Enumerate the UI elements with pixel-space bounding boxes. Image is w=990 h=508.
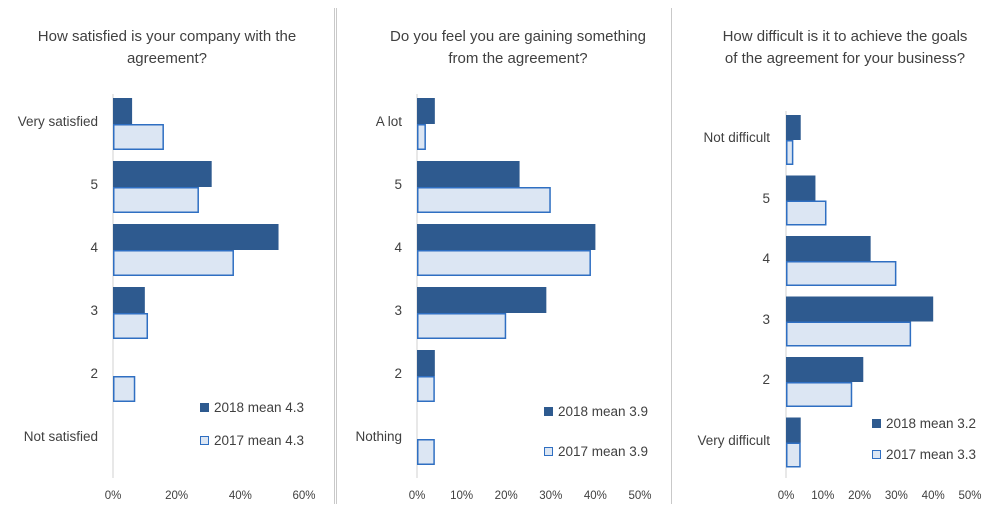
category-label: 3: [762, 311, 770, 327]
category-label: Nothing: [355, 429, 402, 444]
bar-2017: [786, 200, 827, 226]
x-tick-label: 10%: [450, 490, 474, 502]
x-tick-label: 20%: [848, 490, 872, 502]
bar-2017: [786, 321, 912, 347]
category-label: 4: [762, 251, 770, 266]
x-tick-label: 30%: [539, 490, 563, 502]
bar-2018: [113, 224, 279, 250]
bar-2018: [786, 357, 864, 382]
x-tick-label: 40%: [921, 490, 945, 502]
bar-2017: [786, 382, 853, 407]
bar-2017: [417, 439, 435, 465]
legend-label: 2018 mean 3.2: [886, 416, 977, 431]
bar-2018: [113, 161, 212, 187]
panel-divider: [334, 8, 335, 504]
legend-swatch-2017: [200, 436, 209, 445]
x-tick-label: 30%: [884, 490, 908, 502]
bar-2017: [417, 313, 507, 339]
legend-swatch-2018: [872, 419, 881, 428]
bar-2018: [786, 417, 801, 443]
category-label: 2: [394, 366, 402, 381]
x-tick-label: 0%: [104, 490, 122, 502]
legend-label: 2018 mean 4.3: [214, 400, 305, 415]
bar-2017: [113, 187, 199, 213]
x-tick-label: 50%: [958, 490, 982, 502]
legend-item: 2017 mean 3.3: [872, 447, 976, 462]
bar-2017: [417, 124, 426, 150]
bar-2018: [417, 98, 435, 124]
bar-2017: [786, 140, 794, 165]
category-label: 3: [394, 303, 402, 318]
category-label: Not satisfied: [23, 429, 98, 444]
category-label: Very difficult: [697, 432, 770, 448]
bar-2017: [113, 250, 234, 276]
category-label: Not difficult: [703, 130, 770, 145]
bar-2017: [417, 376, 435, 402]
bar-2017: [786, 442, 801, 468]
x-tick-label: 60%: [292, 490, 316, 502]
panel-divider: [671, 8, 672, 504]
chart-title: Do you feel you are gaining something fr…: [390, 28, 646, 67]
chart-title: How satisfied is your company with the a…: [37, 28, 297, 67]
legend-label: 2017 mean 4.3: [214, 433, 305, 448]
bar-2017: [113, 313, 149, 339]
bar-2018: [417, 161, 520, 187]
bar-2018: [113, 98, 133, 124]
x-tick-label: 20%: [165, 490, 189, 502]
category-label: A lot: [375, 114, 402, 129]
legend-label: 2018 mean 3.9: [558, 404, 649, 419]
bar-2017: [113, 124, 164, 150]
category-label: 3: [90, 303, 98, 318]
legend-label: 2017 mean 3.3: [886, 447, 977, 462]
category-label: 4: [90, 240, 98, 255]
bar-2018: [417, 224, 596, 250]
x-tick-label: 50%: [628, 490, 652, 502]
category-label: 4: [394, 240, 402, 255]
x-tick-label: 0%: [408, 490, 426, 502]
x-tick-label: 10%: [811, 490, 835, 502]
category-label: 5: [394, 177, 402, 192]
legend-item: 2017 mean 3.9: [544, 444, 648, 459]
bar-2018: [786, 296, 934, 322]
x-tick-label: 40%: [228, 490, 252, 502]
bar-2018: [417, 287, 547, 313]
x-tick-label: 0%: [777, 490, 795, 502]
category-label: 5: [90, 177, 98, 192]
legend-label: 2017 mean 3.9: [558, 444, 649, 459]
x-tick-label: 40%: [583, 490, 607, 502]
bar-2018: [786, 175, 816, 201]
legend-swatch-2018: [544, 407, 553, 416]
legend-item: 2017 mean 4.3: [200, 433, 304, 448]
x-tick-label: 20%: [494, 490, 518, 502]
legend-item: 2018 mean 3.2: [872, 416, 976, 431]
bar-2017: [786, 261, 897, 286]
bar-2018: [417, 350, 435, 376]
category-label: 5: [762, 190, 770, 206]
legend-swatch-2017: [544, 447, 553, 456]
legend-item: 2018 mean 3.9: [544, 404, 648, 419]
chart-title: How difficult is it to achieve the goals…: [722, 28, 968, 67]
bar-2017: [417, 187, 551, 213]
bar-2018: [786, 115, 801, 140]
bar-2018: [786, 236, 871, 261]
panel-divider: [336, 8, 337, 504]
bar-2017: [113, 376, 136, 402]
legend-item: 2018 mean 4.3: [200, 400, 304, 415]
category-label: Very satisfied: [17, 114, 98, 129]
category-label: 2: [762, 372, 770, 387]
legend-swatch-2017: [872, 450, 881, 459]
legend-swatch-2018: [200, 403, 209, 412]
category-label: 2: [90, 366, 98, 381]
bar-2018: [113, 287, 145, 313]
bar-2017: [417, 250, 591, 276]
